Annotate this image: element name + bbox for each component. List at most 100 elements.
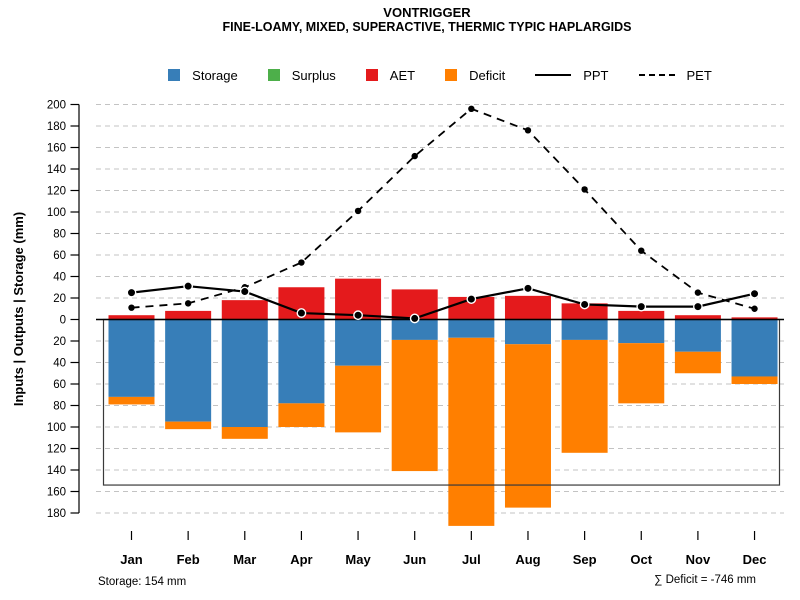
pet-line	[131, 107, 755, 310]
pet-point-jun	[411, 152, 418, 160]
bar-deficit-apr	[278, 403, 325, 427]
bar-storage-jul	[448, 319, 495, 338]
chart-header: VONTRIGGER FINE-LOAMY, MIXED, SUPERACTIV…	[27, 6, 800, 35]
ppt-point-dec	[749, 288, 760, 299]
bar-deficit-jun	[391, 339, 438, 472]
surplus-swatch-icon	[267, 69, 280, 81]
bar-aet-nov	[674, 315, 721, 320]
y-tick-label: 80	[53, 401, 66, 413]
bar-deficit-mar	[221, 427, 268, 439]
y-tick-label: 180	[47, 121, 66, 133]
legend-item-pet: PET	[638, 67, 712, 83]
bar-storage-mar	[221, 319, 268, 427]
y-tick-label: 20	[53, 293, 66, 305]
y-tick-label: 100	[47, 422, 66, 434]
bar-deficit-jan	[108, 396, 155, 405]
bar-storage-aug	[504, 319, 551, 345]
pet-point-jan	[128, 304, 135, 311]
y-tick-label: 140	[47, 465, 66, 477]
bar-storage-jan	[108, 319, 155, 397]
y-tick-label: 140	[47, 164, 66, 176]
bar-aet-dec	[731, 317, 778, 320]
y-tick-label: 0	[60, 315, 66, 327]
pet-point-aug	[524, 127, 532, 134]
bar-storage-jun	[391, 319, 438, 340]
legend-item-ppt: PPT	[535, 67, 609, 83]
legend: Storage Surplus AET Deficit PPT PET	[96, 65, 784, 85]
bar-aet-aug	[504, 295, 551, 320]
legend-label: Storage	[192, 67, 238, 83]
chart-subtitle: FINE-LOAMY, MIXED, SUPERACTIVE, THERMIC …	[222, 20, 632, 34]
month-label-sep: Sep	[573, 552, 597, 567]
bar-storage-dec	[731, 319, 778, 377]
bar-deficit-aug	[504, 344, 551, 508]
bar-aet-mar	[221, 300, 268, 320]
bar-deficit-may	[335, 365, 382, 433]
pet-point-dec	[751, 305, 758, 312]
y-tick-label: 20	[53, 336, 66, 348]
bar-deficit-feb	[165, 421, 212, 430]
legend-item-deficit: Deficit	[445, 68, 505, 83]
bar-aet-oct	[618, 310, 665, 320]
y-tick-label: 100	[47, 207, 66, 219]
bar-deficit-nov	[674, 351, 721, 374]
legend-label: Deficit	[469, 67, 506, 83]
legend-item-surplus: Surplus	[267, 68, 336, 83]
y-tick-label: 40	[53, 272, 66, 284]
y-tick-label: 80	[53, 229, 66, 241]
pet-point-may	[354, 207, 362, 215]
ppt-point-jan	[126, 287, 137, 298]
y-axis-title: Inputs | Outputs | Storage (mm)	[11, 212, 26, 406]
bar-aet-sep	[561, 303, 608, 320]
month-label-may: May	[345, 552, 371, 567]
ppt-point-jul	[466, 294, 477, 304]
pet-line-sample-icon	[638, 74, 675, 76]
ppt-point-feb	[183, 281, 194, 292]
month-label-nov: Nov	[686, 552, 711, 567]
y-tick-label: 60	[53, 379, 66, 391]
bar-aet-feb	[165, 310, 212, 320]
storage-swatch-icon	[168, 69, 181, 81]
bar-aet-jan	[108, 315, 155, 320]
ppt-line-sample-icon	[535, 74, 572, 76]
ppt-point-aug	[523, 283, 533, 294]
storage-annotation: Storage: 154 mm	[98, 576, 187, 588]
month-label-dec: Dec	[743, 552, 767, 567]
y-tick-label: 120	[47, 186, 66, 198]
y-tick-label: 40	[53, 358, 66, 370]
legend-label: AET	[389, 67, 416, 83]
aet-swatch-icon	[365, 69, 378, 81]
legend-label: PPT	[583, 67, 609, 83]
legend-label: PET	[686, 67, 712, 83]
ppt-point-oct	[636, 301, 647, 312]
pet-point-nov	[694, 289, 702, 296]
bar-storage-apr	[278, 319, 325, 404]
bar-deficit-oct	[618, 343, 665, 404]
deficit-swatch-icon	[445, 69, 458, 81]
y-tick-label: 60	[53, 250, 66, 262]
y-tick-label: 120	[47, 444, 66, 456]
ppt-point-apr	[296, 308, 307, 318]
y-tick-label: 160	[47, 143, 66, 155]
bar-storage-oct	[618, 319, 665, 344]
month-label-aug: Aug	[515, 552, 540, 567]
pet-point-apr	[298, 259, 305, 266]
legend-item-storage: Storage	[168, 68, 238, 83]
pet-point-jul	[468, 105, 475, 113]
month-label-mar: Mar	[233, 552, 256, 567]
y-tick-label: 200	[47, 100, 66, 112]
ppt-point-mar	[239, 286, 250, 297]
pet-point-oct	[638, 247, 645, 254]
month-label-oct: Oct	[630, 552, 652, 567]
ppt-point-sep	[579, 299, 590, 310]
ppt-line	[131, 285, 755, 320]
bar-deficit-jul	[448, 337, 495, 526]
legend-item-aet: AET	[365, 67, 416, 83]
bar-storage-feb	[165, 319, 212, 422]
month-label-jul: Jul	[462, 552, 481, 567]
chart-title: VONTRIGGER	[383, 5, 471, 20]
bar-storage-nov	[674, 319, 721, 352]
pet-point-feb	[184, 300, 192, 307]
